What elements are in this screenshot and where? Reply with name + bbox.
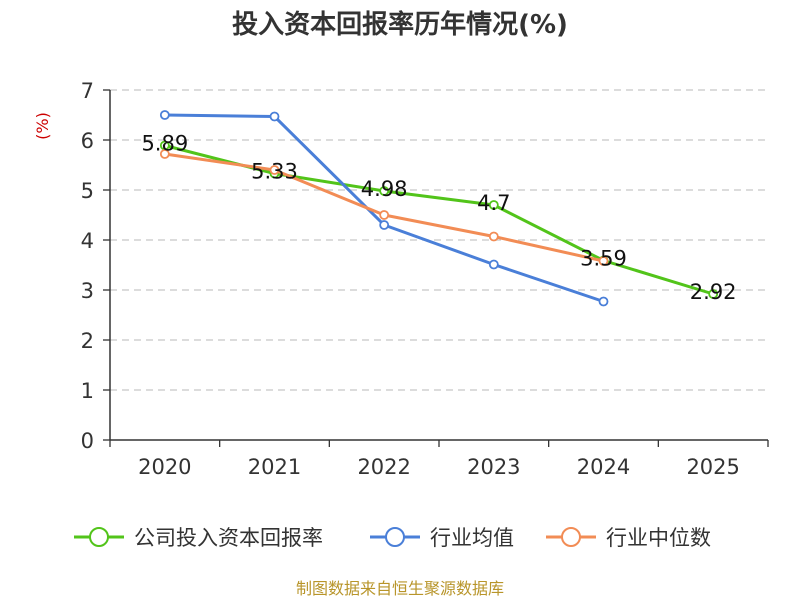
chart-title: 投入资本回报率历年情况(%): [232, 9, 568, 40]
grid-lines: [110, 89, 768, 391]
x-tick-label-2023: 2023: [467, 455, 520, 479]
series-line-0: [164, 144, 714, 296]
data-labels: 5.89 5.33 4.98 4.7 3.59 2.92: [141, 132, 736, 305]
series-line-1: [164, 113, 604, 303]
y-tick-label: 7: [81, 79, 94, 103]
legend-label: 公司投入资本回报率: [134, 526, 323, 550]
data-point[interactable]: [159, 149, 170, 159]
data-point[interactable]: [379, 220, 390, 230]
legend-marker: [385, 527, 405, 547]
data-point[interactable]: [598, 296, 609, 307]
x-tick-label-2020: 2020: [138, 455, 191, 479]
y-tick-label: 2: [81, 329, 94, 353]
x-tick-label-2024: 2024: [577, 455, 630, 479]
data-point[interactable]: [488, 200, 499, 210]
y-tick-label: 5: [81, 179, 94, 203]
data-point[interactable]: [598, 256, 609, 266]
y-tick-label: 6: [81, 129, 94, 153]
series-line-2: [164, 152, 604, 263]
legend-label: 行业均值: [430, 526, 514, 550]
data-point[interactable]: [708, 289, 719, 299]
data-point[interactable]: [269, 111, 280, 122]
data-label-2021: 5.33: [251, 160, 298, 184]
legend-item-1[interactable]: 行业均值: [370, 526, 514, 550]
x-tick-label-2022: 2022: [357, 455, 410, 479]
axes: 0 1 2 3 4 5 6 7 2020 2021 2022 2023 2024 2025: [81, 79, 769, 479]
data-point[interactable]: [379, 210, 390, 220]
x-tick-label-2025: 2025: [686, 455, 739, 479]
y-tick-label: 0: [81, 429, 94, 453]
x-tick-label-2021: 2021: [248, 455, 301, 479]
data-label-2023: 4.7: [477, 191, 510, 215]
data-point[interactable]: [488, 259, 499, 270]
source-note: 制图数据来自恒生聚源数据库: [296, 579, 504, 598]
y-axis-label: (%): [33, 112, 52, 140]
data-point[interactable]: [379, 186, 390, 196]
data-label-2022: 4.98: [361, 177, 408, 201]
data-label-2020: 5.89: [141, 132, 188, 156]
data-label-2025: 2.92: [690, 280, 737, 304]
legend-item-0[interactable]: 公司投入资本回报率: [74, 526, 323, 550]
legend-label: 行业中位数: [606, 526, 711, 550]
y-tick-label: 4: [81, 229, 94, 253]
legend-item-2[interactable]: 行业中位数: [546, 526, 711, 550]
data-point[interactable]: [488, 231, 499, 242]
data-point[interactable]: [159, 110, 170, 120]
series-lines: [159, 110, 719, 307]
legend-marker: [89, 527, 109, 547]
data-point[interactable]: [269, 165, 280, 175]
data-label-2024: 3.59: [580, 247, 627, 271]
legend[interactable]: 公司投入资本回报率 行业均值 行业中位数: [74, 526, 711, 550]
legend-marker: [561, 527, 581, 547]
y-tick-label: 3: [81, 279, 94, 303]
y-tick-label: 1: [81, 379, 94, 403]
